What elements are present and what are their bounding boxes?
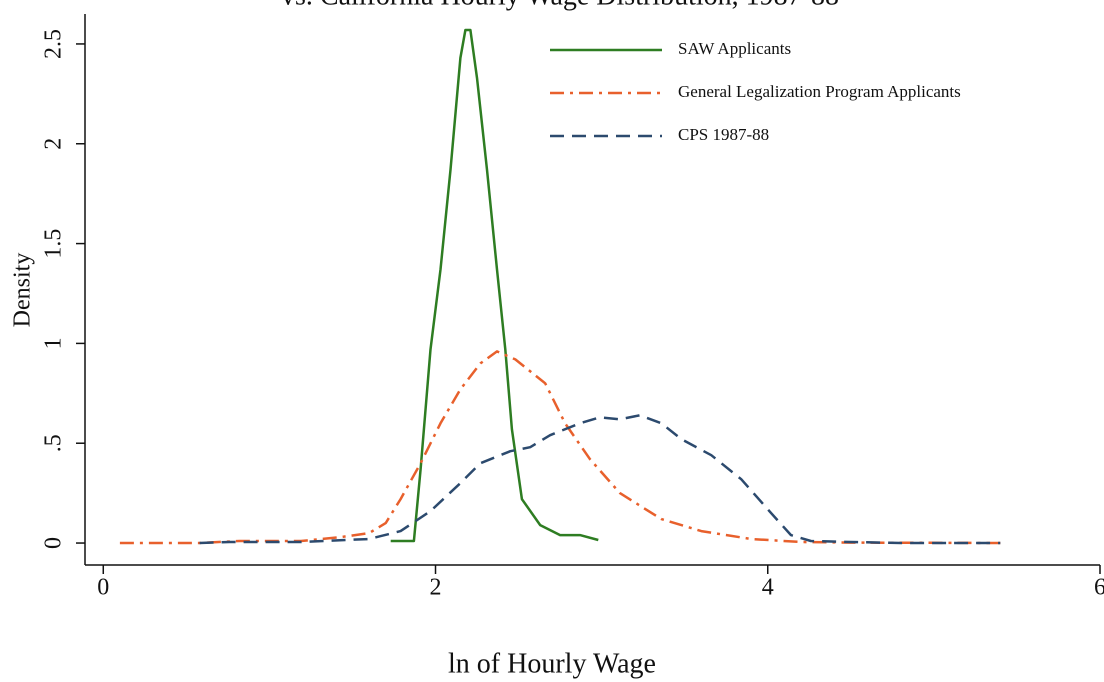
x-axis-label: ln of Hourly Wage [448,648,656,679]
x-tick-label: 6 [1094,575,1104,601]
y-tick-label: 2 [41,138,67,150]
chart-title: vs. California Hourly Wage Distribution,… [281,0,839,11]
legend-label: CPS 1987-88 [678,125,769,144]
x-tick-label: 2 [430,575,442,601]
legend-label: General Legalization Program Applicants [678,82,961,101]
y-tick-label: 0 [41,537,67,549]
series-line [199,414,1001,545]
y-tick-label: 1 [41,337,67,349]
x-tick-label: 4 [762,575,774,601]
y-tick-label: 2.5 [41,29,67,59]
y-tick-label: 1.5 [41,229,67,259]
legend-label: SAW Applicants [678,39,791,58]
x-tick-label: 0 [97,575,109,601]
y-tick-label: .5 [41,434,67,452]
y-axis-label: Density [10,253,36,328]
series-line [390,28,599,543]
series-line [119,350,1001,545]
